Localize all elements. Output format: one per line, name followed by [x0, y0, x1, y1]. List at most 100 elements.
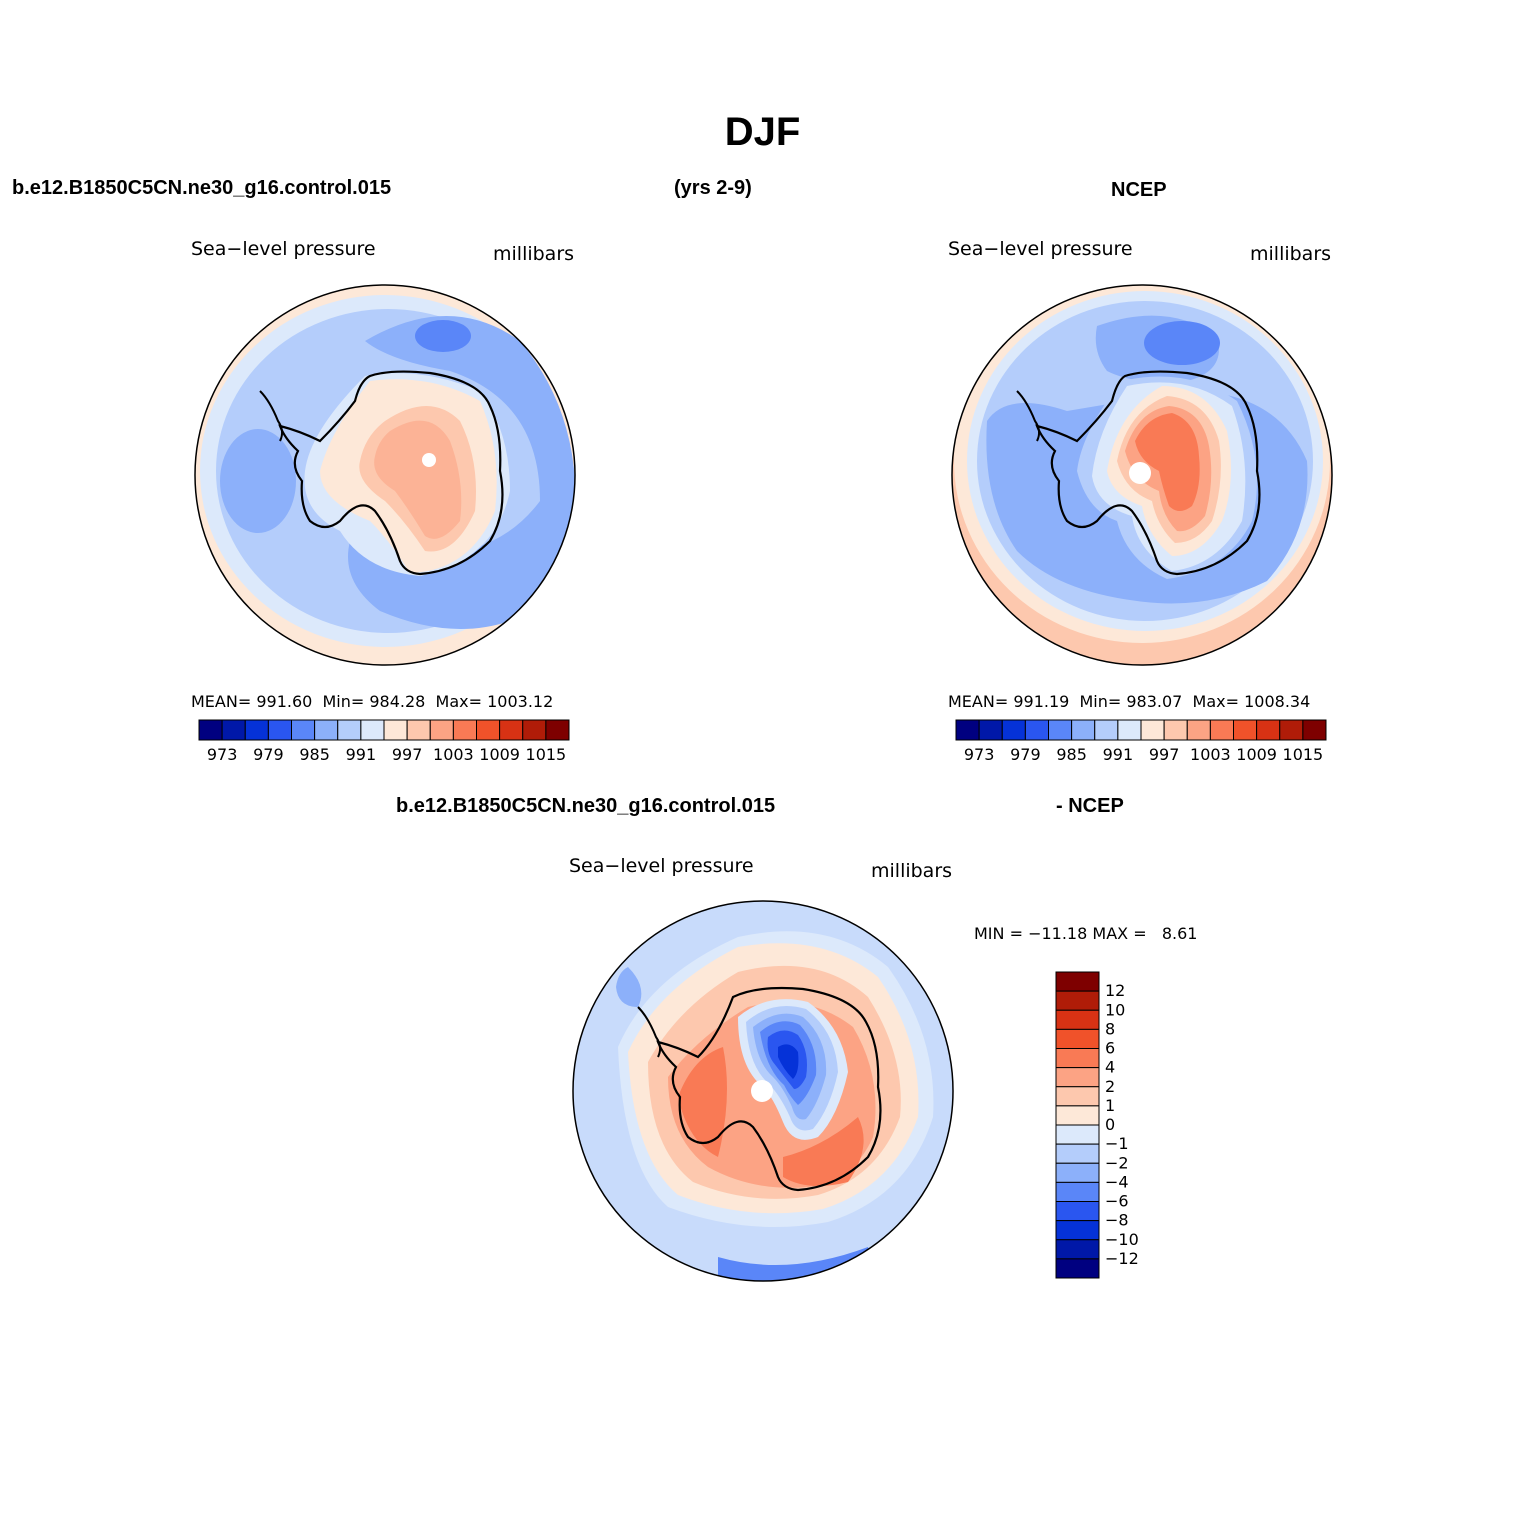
- mean-value: 991.19: [1013, 692, 1070, 711]
- mean-label: MEAN=: [948, 692, 1009, 711]
- slp-difference-map: [572, 900, 954, 1282]
- colorbar-swatch: [221, 719, 246, 741]
- max-label: Max=: [435, 692, 483, 711]
- page-title: DJF: [724, 110, 801, 154]
- colorbar-swatch: [1163, 719, 1188, 741]
- colorbar-swatch: [360, 719, 385, 741]
- colorbar-slp-model: 973 979 985 991 997 1003 1009 1015: [198, 719, 570, 764]
- colorbar-swatch: [1256, 719, 1281, 741]
- minus-ncep-label: - NCEP: [1056, 795, 1124, 817]
- colorbar-swatch: [1055, 1048, 1100, 1069]
- colorbar-tick-label: 1: [1105, 1096, 1115, 1115]
- min-value: −11.18: [1028, 924, 1088, 943]
- colorbar-swatch: [406, 719, 431, 741]
- colorbar-swatch: [1186, 719, 1211, 741]
- min-value: 984.28: [369, 692, 426, 711]
- colorbar-swatch: [267, 719, 292, 741]
- colorbar-swatch: [291, 719, 316, 741]
- colorbar-swatch: [1055, 1028, 1100, 1049]
- colorbar-swatch: [1071, 719, 1096, 741]
- colorbar-tick-label: 0: [1105, 1115, 1115, 1134]
- case-label-top-left: b.e12.B1850C5CN.ne30_g16.control.015: [12, 177, 392, 199]
- stats-top-right: MEAN= 991.19 Min= 983.07 Max= 1008.34: [948, 692, 1310, 711]
- min-label: Min=: [1079, 692, 1122, 711]
- units-label-bottom: millibars: [871, 860, 953, 882]
- colorbar-swatch: [955, 719, 980, 741]
- colorbar-tick-label: −10: [1105, 1230, 1139, 1249]
- colorbar-swatch: [1055, 1181, 1100, 1202]
- colorbar-swatch: [499, 719, 524, 741]
- colorbar-swatch: [545, 719, 570, 741]
- case-label-bottom: b.e12.B1850C5CN.ne30_g16.control.015: [396, 795, 776, 817]
- colorbar-swatch: [383, 719, 408, 741]
- years-label: (yrs 2-9): [674, 177, 752, 199]
- colorbar-tick-label: 991: [346, 745, 377, 764]
- colorbar-tick-label: 1015: [526, 745, 567, 764]
- colorbar-swatch: [1140, 719, 1165, 741]
- colorbar-tick-label: 997: [1149, 745, 1180, 764]
- slp-map-model: [194, 284, 576, 666]
- min-label: Min=: [322, 692, 365, 711]
- units-label-top-left: millibars: [493, 243, 575, 265]
- colorbar-swatch: [1055, 990, 1100, 1011]
- colorbar-tick-label: −2: [1105, 1153, 1129, 1172]
- colorbar-swatch: [1055, 1086, 1100, 1107]
- colorbar-swatch: [522, 719, 547, 741]
- colorbar-swatch: [1055, 1258, 1100, 1279]
- colorbar-swatch: [1055, 1239, 1100, 1260]
- colorbar-swatch: [1055, 1067, 1100, 1088]
- colorbar-tick-label: 985: [1056, 745, 1087, 764]
- colorbar-swatch: [1055, 1162, 1100, 1183]
- colorbar-swatch: [1055, 1201, 1100, 1222]
- colorbar-swatch: [1048, 719, 1073, 741]
- colorbar-swatch: [1055, 1124, 1100, 1145]
- min-value: 983.07: [1126, 692, 1183, 711]
- colorbar-tick-label: 10: [1105, 1000, 1125, 1019]
- mean-value: 991.60: [256, 692, 313, 711]
- colorbar-swatch: [314, 719, 339, 741]
- minmax-bottom: MIN = −11.18 MAX = 8.61: [974, 924, 1197, 943]
- colorbar-tick-label: 4: [1105, 1058, 1115, 1077]
- colorbar-swatch: [429, 719, 454, 741]
- colorbar-tick-label: −4: [1105, 1172, 1129, 1191]
- colorbar-swatch: [244, 719, 269, 741]
- field-label-bottom: Sea−level pressure: [569, 855, 754, 877]
- colorbar-tick-label: 1003: [433, 745, 474, 764]
- colorbar-tick-label: 991: [1103, 745, 1134, 764]
- colorbar-tick-label: 2: [1105, 1077, 1115, 1096]
- colorbar-swatch: [1055, 1009, 1100, 1030]
- field-label-top-left: Sea−level pressure: [191, 238, 376, 260]
- colorbar-tick-label: 1015: [1283, 745, 1324, 764]
- colorbar-swatch: [1024, 719, 1049, 741]
- colorbar-tick-label: −12: [1105, 1249, 1139, 1268]
- colorbar-swatch: [1302, 719, 1327, 741]
- colorbar-tick-label: 12: [1105, 981, 1125, 1000]
- colorbar-tick-label: 979: [253, 745, 284, 764]
- max-label: MAX =: [1092, 924, 1147, 943]
- colorbar-tick-label: 979: [1010, 745, 1041, 764]
- colorbar-swatch: [1055, 971, 1100, 992]
- colorbar-tick-label: −8: [1105, 1211, 1129, 1230]
- colorbar-swatch: [1233, 719, 1258, 741]
- colorbar-swatch: [1001, 719, 1026, 741]
- colorbar-tick-label: 6: [1105, 1039, 1115, 1058]
- colorbar-tick-label: 8: [1105, 1019, 1115, 1038]
- colorbar-swatch: [978, 719, 1003, 741]
- colorbar-tick-label: 973: [964, 745, 995, 764]
- colorbar-swatch: [198, 719, 223, 741]
- max-value: 1008.34: [1244, 692, 1311, 711]
- colorbar-swatch: [1117, 719, 1142, 741]
- colorbar-tick-label: 1009: [1236, 745, 1277, 764]
- colorbar-swatch: [1094, 719, 1119, 741]
- stats-top-left: MEAN= 991.60 Min= 984.28 Max= 1003.12: [191, 692, 553, 711]
- colorbar-tick-label: −6: [1105, 1192, 1129, 1211]
- colorbar-swatch: [1055, 1105, 1100, 1126]
- mean-label: MEAN=: [191, 692, 252, 711]
- units-label-top-right: millibars: [1250, 243, 1332, 265]
- colorbar-swatch: [1209, 719, 1234, 741]
- colorbar-swatch: [1055, 1220, 1100, 1241]
- colorbar-tick-label: 1003: [1190, 745, 1231, 764]
- max-value: 1003.12: [487, 692, 554, 711]
- colorbar-tick-label: 997: [392, 745, 423, 764]
- field-label-top-right: Sea−level pressure: [948, 238, 1133, 260]
